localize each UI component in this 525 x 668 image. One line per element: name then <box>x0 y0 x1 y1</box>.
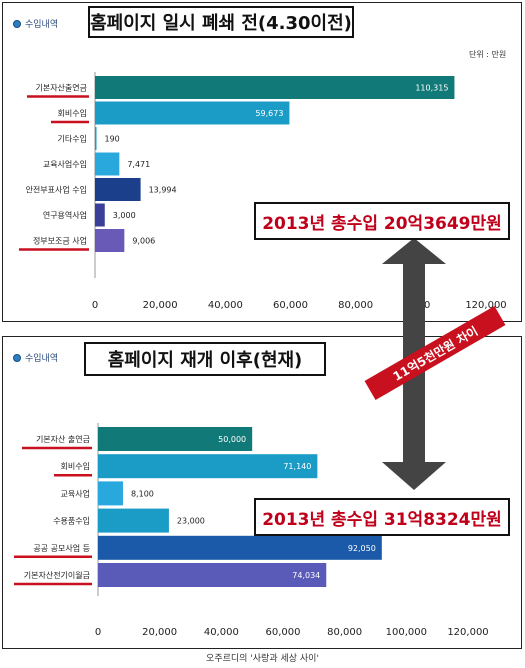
category-label: 공공 공모사업 등 <box>33 544 90 553</box>
bullet-icon <box>13 19 21 28</box>
bar <box>98 427 253 451</box>
bar <box>98 481 123 506</box>
x-tick-label: 100,000 <box>386 627 427 638</box>
category-label: 수용품수입 <box>53 517 90 526</box>
x-tick-label: 40,000 <box>204 627 239 638</box>
data-label: 59,673 <box>255 109 283 118</box>
category-label: 안전부표사업 수입 <box>26 185 87 195</box>
section-label: 수입내역 <box>13 351 58 364</box>
x-tick-label: 120,000 <box>465 300 506 311</box>
x-tick-label: 80,000 <box>338 300 373 311</box>
data-label: 9,006 <box>132 237 155 246</box>
x-tick-label: 80,000 <box>327 627 362 638</box>
bar <box>98 508 169 533</box>
bar <box>95 127 97 150</box>
data-label: 7,471 <box>127 160 150 169</box>
unit-label: 단위 : 만원 <box>469 50 507 59</box>
chart-title-before: 홈페이지 일시 폐쇄 전(4.30이전) <box>88 6 354 38</box>
category-label: 기타수입 <box>58 135 87 144</box>
category-label: 회비수입 <box>61 462 90 471</box>
category-label: 기본자산 출연금 <box>36 434 90 444</box>
x-tick-label: 60,000 <box>273 300 308 311</box>
x-tick-label: 40,000 <box>208 300 243 311</box>
bar <box>98 563 327 587</box>
chart-title-after: 홈페이지 재개 이후(현재) <box>84 342 326 376</box>
arrow-shaft <box>403 262 425 412</box>
category-label: 연구용역사업 <box>43 210 87 220</box>
data-label: 190 <box>105 135 120 144</box>
section-label-text: 수입내역 <box>25 20 59 30</box>
x-tick-label: 60,000 <box>266 627 301 638</box>
section-label-text: 수입내역 <box>25 354 59 364</box>
bar <box>95 178 141 201</box>
chart-panel-before: 수입내역 단위 : 만원 <box>2 2 522 322</box>
bar <box>95 101 290 125</box>
bullet-icon <box>13 353 21 362</box>
chart-after: 기본자산 출연금 50,000 회비수입 71,140 교육사업 8,100 수용품수입 23… <box>14 423 489 638</box>
section-label: 수입내역 <box>13 17 58 30</box>
data-label: 50,000 <box>218 435 246 444</box>
arrow-head-down <box>382 462 446 490</box>
category-label: 기본자산출연금 <box>35 83 87 93</box>
chart-before: 기본자산출연금 110,315 회비수입 59,673 기타수입 190 교육사업수입 7,4… <box>19 72 507 311</box>
bar <box>95 76 455 99</box>
x-tick-label: 20,000 <box>142 627 177 638</box>
bar <box>98 535 382 560</box>
bar <box>95 203 105 227</box>
arrow-head-up <box>382 238 446 264</box>
total-after-callout: 2013년 총수입 31억8324만원 <box>254 498 510 536</box>
x-tick-label: 20,000 <box>143 300 178 311</box>
category-label: 기본자산전기이월금 <box>24 570 90 580</box>
data-label: 8,100 <box>131 489 154 498</box>
x-tick-label: 0 <box>92 300 98 311</box>
data-label: 13,994 <box>149 186 177 195</box>
data-label: 3,000 <box>113 211 136 220</box>
data-label: 92,050 <box>348 544 376 553</box>
category-label: 회비수입 <box>58 109 87 118</box>
image-credit: 오주르디의 '사랑과 세상 사이' <box>206 654 319 664</box>
category-label: 교육사업수입 <box>43 160 87 169</box>
data-label: 74,034 <box>292 571 320 580</box>
total-before-callout: 2013년 총수입 20억3649만원 <box>254 202 510 240</box>
bar <box>95 229 125 252</box>
category-label: 교육사업 <box>61 489 90 498</box>
chart-panel-after: 수입내역 <box>2 336 522 649</box>
bar <box>95 152 120 176</box>
data-label: 110,315 <box>415 84 448 93</box>
arrow-shaft-lower <box>403 412 425 464</box>
x-tick-label: 120,000 <box>447 627 488 638</box>
double-arrow <box>382 238 446 490</box>
data-label: 71,140 <box>283 462 311 471</box>
bar <box>98 454 318 479</box>
data-label: 23,000 <box>177 517 205 526</box>
x-tick-label: 0 <box>95 627 101 638</box>
category-label: 정부보조금 사업 <box>33 236 87 246</box>
